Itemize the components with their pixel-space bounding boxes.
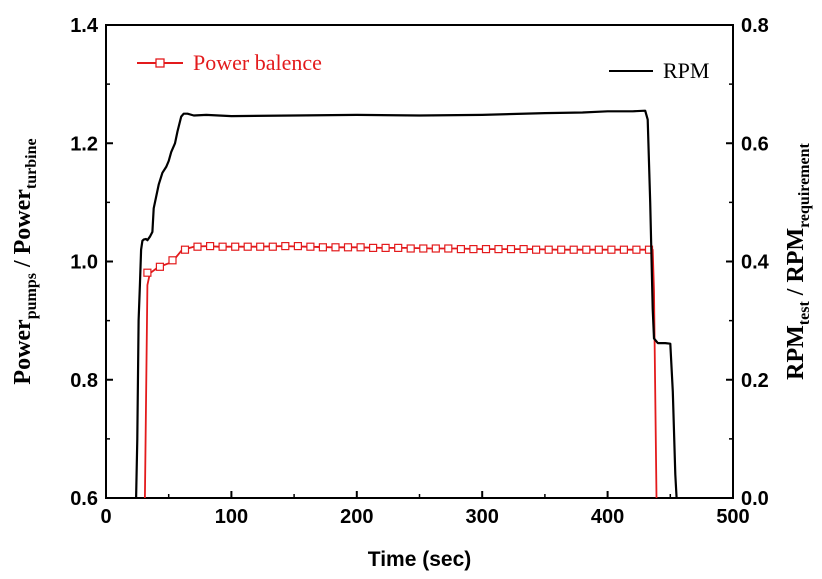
data-point-marker — [318, 243, 327, 252]
x-tick-label: 400 — [591, 506, 624, 528]
y-left-tick-label: 0.6 — [70, 488, 98, 510]
data-point-marker — [256, 242, 265, 251]
data-point-marker — [180, 245, 190, 254]
data-point-marker — [356, 243, 365, 252]
data-point-marker — [544, 245, 553, 254]
data-point-marker — [206, 242, 215, 251]
data-point-marker — [394, 243, 403, 252]
data-point-marker — [619, 245, 629, 254]
data-point-marker — [481, 245, 491, 254]
y-axis-label-left: Powerpumps / Powerturbine — [10, 138, 40, 384]
data-point-marker — [506, 245, 516, 254]
y-left-label-mid: / Power — [10, 189, 36, 273]
y-left-tick-label: 1.2 — [70, 133, 98, 155]
data-point-marker — [381, 243, 390, 252]
data-point-marker — [494, 245, 503, 254]
y-left-label-sub1: pumps — [23, 273, 40, 319]
y-left-label-main: Power — [10, 319, 36, 385]
data-point-marker — [594, 245, 603, 254]
data-point-marker — [569, 245, 578, 254]
x-tick-label: 200 — [340, 506, 373, 528]
data-point-marker — [331, 243, 340, 252]
data-point-marker — [343, 243, 353, 252]
data-point-marker — [143, 268, 152, 277]
x-tick-label: 0 — [100, 506, 111, 528]
y-right-tick-label: 0.0 — [741, 488, 769, 510]
x-tick-label: 500 — [716, 506, 749, 528]
data-point-marker — [444, 244, 453, 253]
y-left-tick-label: 0.8 — [70, 370, 98, 392]
data-point-marker — [369, 243, 378, 252]
data-point-marker — [231, 242, 240, 251]
legend-rpm: RPM — [609, 58, 709, 83]
series-line-rpm — [135, 109, 678, 499]
legend-power-label: Power balence — [193, 50, 322, 75]
data-point-marker — [531, 245, 541, 254]
data-point-marker — [431, 244, 440, 253]
tick-layer: 0 100 200 300 400 500 0.6 0.8 1.0 1.2 1.4 0.0 0.2 0.4… — [70, 15, 769, 528]
data-point-marker — [293, 242, 302, 251]
y-right-tick-label: 0.6 — [741, 133, 769, 155]
series-layer — [135, 109, 678, 499]
data-point-marker — [644, 245, 654, 254]
plot-frame — [105, 24, 734, 499]
data-point-marker — [607, 245, 616, 254]
data-point-marker — [268, 242, 277, 251]
data-point-marker — [306, 242, 315, 251]
x-tick-label: 100 — [215, 506, 248, 528]
data-point-marker — [632, 245, 641, 254]
data-point-marker — [193, 242, 202, 251]
data-point-marker — [519, 245, 528, 254]
y-right-tick-label: 0.4 — [741, 252, 770, 274]
data-point-marker — [281, 242, 290, 251]
legend-rpm-label: RPM — [663, 58, 709, 83]
y-right-label-sub1: test — [796, 301, 813, 326]
y-right-tick-label: 0.8 — [741, 15, 769, 37]
data-point-marker — [456, 245, 465, 254]
data-point-marker — [243, 242, 252, 251]
data-point-marker — [218, 242, 227, 251]
x-axis-label: Time (sec) — [368, 548, 472, 571]
x-tick-label: 300 — [466, 506, 499, 528]
data-point-marker — [168, 256, 177, 265]
data-point-marker — [406, 244, 415, 253]
y-left-tick-label: 1.0 — [70, 252, 98, 274]
y-right-label-sub2: requirement — [796, 142, 813, 227]
y-right-tick-label: 0.2 — [741, 370, 769, 392]
y-left-label-sub2: turbine — [23, 138, 40, 189]
data-point-marker — [419, 244, 428, 253]
y-right-label-mid: / RPM — [783, 228, 809, 301]
legend-power: Power balence — [137, 50, 322, 75]
y-left-tick-label: 1.4 — [70, 15, 99, 37]
y-axis-label-right: RPMtest / RPMrequirement — [783, 142, 813, 379]
data-point-marker — [469, 245, 478, 254]
y-right-label-main: RPM — [783, 325, 809, 380]
data-point-marker — [557, 245, 566, 254]
data-point-marker — [155, 262, 164, 271]
series-line-power-balence — [144, 245, 658, 499]
data-point-marker — [582, 245, 591, 254]
legend-power-marker — [155, 58, 165, 68]
